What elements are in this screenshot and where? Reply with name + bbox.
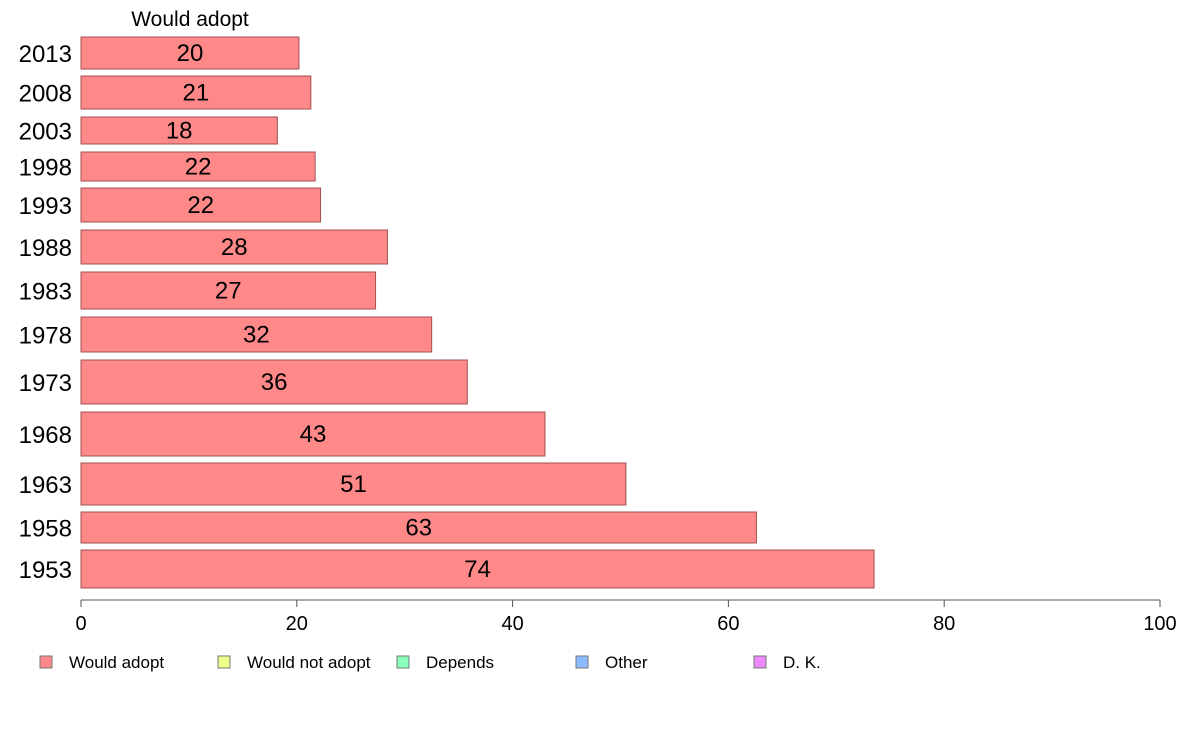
bar-value-label-1953: 74	[464, 556, 491, 583]
category-label-2003: 2003	[19, 119, 72, 146]
bar-2003	[80, 116, 278, 145]
category-label-1958: 1958	[19, 516, 72, 543]
x-tick-label-0: 0	[75, 613, 86, 635]
legend: Would adopt Would not adopt Depends Other D.…	[39, 653, 821, 672]
category-label-2008: 2008	[19, 81, 72, 108]
bar-1953	[80, 549, 875, 589]
bar-value-label-1963: 51	[340, 471, 367, 498]
bar-value-label-1968: 43	[300, 421, 327, 448]
legend-label-0: Would adopt	[69, 653, 164, 672]
x-tick-label-100: 100	[1143, 613, 1176, 635]
bar-2008	[80, 75, 312, 110]
bar-1978	[80, 316, 433, 353]
legend-swatch-3	[575, 655, 589, 669]
category-label-1973: 1973	[19, 370, 72, 397]
legend-label-3: Other	[605, 653, 648, 672]
x-tick-label-20: 20	[286, 613, 308, 635]
bar-value-label-2013: 20	[177, 40, 204, 67]
category-label-1993: 1993	[19, 193, 72, 220]
bar-2013	[80, 36, 300, 70]
category-label-1998: 1998	[19, 155, 72, 182]
bar-value-label-1973: 36	[261, 369, 288, 396]
x-axis: 0 20 40 60 80 100	[75, 599, 1177, 635]
legend-swatch-4	[753, 655, 767, 669]
bar-value-label-1993: 22	[187, 192, 214, 219]
bar-value-label-1998: 22	[185, 154, 212, 181]
category-label-1953: 1953	[19, 557, 72, 584]
category-label-1983: 1983	[19, 279, 72, 306]
bar-1968	[80, 411, 546, 457]
bar-1958	[80, 511, 757, 544]
legend-swatch-1	[217, 655, 231, 669]
bar-1963	[80, 462, 627, 506]
x-tick-label-60: 60	[717, 613, 739, 635]
x-tick-label-80: 80	[933, 613, 955, 635]
legend-swatch-0	[39, 655, 53, 669]
series-title: Would adopt	[131, 8, 249, 31]
bar-1983	[80, 271, 377, 310]
legend-swatch-2	[396, 655, 410, 669]
category-label-2013: 2013	[19, 41, 72, 68]
bar-value-label-1978: 32	[243, 322, 270, 349]
bar-value-label-2008: 21	[183, 80, 210, 107]
category-label-1968: 1968	[19, 422, 72, 449]
category-labels: 2013 2008 2003 1998 1993 1988 1983 1978 1973 1968…	[19, 41, 72, 584]
legend-label-1: Would not adopt	[247, 653, 371, 672]
bar-value-label-1988: 28	[221, 234, 248, 261]
legend-label-4: D. K.	[783, 653, 821, 672]
category-label-1988: 1988	[19, 235, 72, 262]
bar-value-label-2003: 18	[166, 118, 193, 145]
bar-value-label-1958: 63	[405, 515, 432, 542]
bar-value-label-1983: 27	[215, 278, 242, 305]
bar-1993	[80, 187, 322, 223]
category-label-1978: 1978	[19, 323, 72, 350]
bar-1998	[80, 151, 316, 182]
category-label-1963: 1963	[19, 472, 72, 499]
legend-label-2: Depends	[426, 653, 494, 672]
bar-1988	[80, 229, 388, 265]
bar-1973	[80, 359, 468, 405]
x-tick-label-40: 40	[501, 613, 523, 635]
